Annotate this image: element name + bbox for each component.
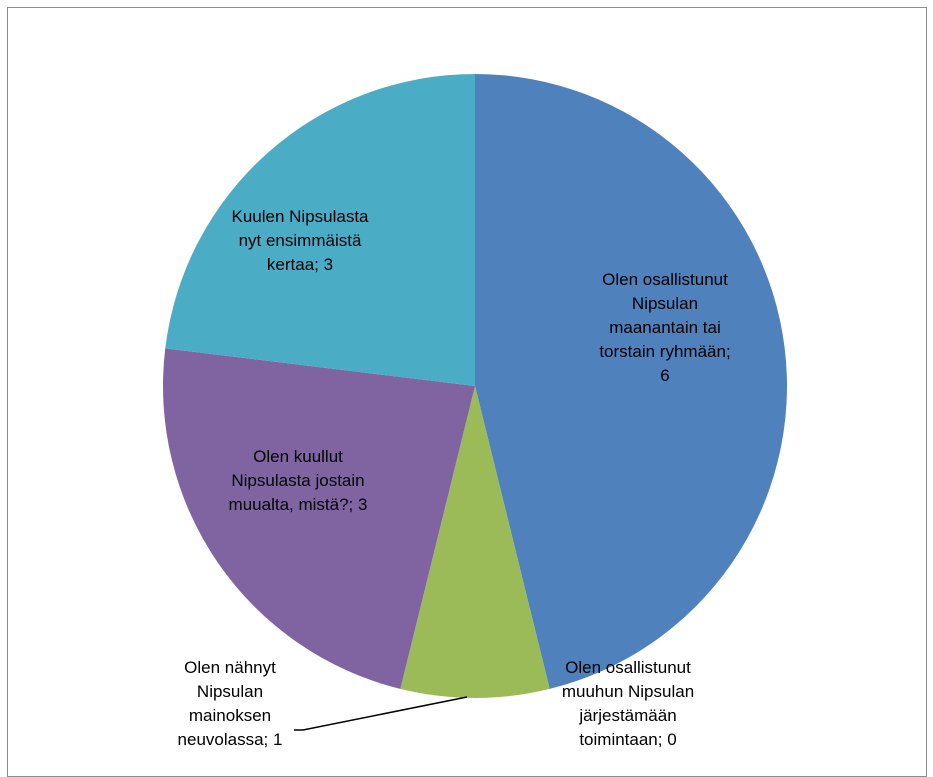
data-label-line: maanantain tai: [609, 318, 721, 337]
data-label-slice-2: Olen nähnyt Nipsulan mainoksen neuvolassa; …: [178, 658, 283, 749]
data-label-line: Nipsulan: [197, 682, 263, 701]
pie-slice-3: [162, 348, 476, 689]
data-label-line: Nipsulan: [632, 294, 698, 313]
data-label-line: järjestämään: [578, 706, 676, 725]
data-label-line: Olen osallistunut: [565, 658, 691, 677]
data-label-slice-1: Olen osallistunut muuhun Nipsulan järjestä…: [562, 658, 694, 749]
data-label-line: torstain ryhmään;: [599, 342, 730, 361]
data-label-line: mainoksen: [189, 706, 271, 725]
pie-slice-2: [400, 386, 550, 698]
data-label-slice-3: Olen kuullut Nipsulasta jostain muualta, m…: [229, 447, 368, 514]
data-label-line: Nipsulasta jostain: [231, 471, 364, 490]
data-label-slice-4: Kuulen Nipsulasta nyt ensimmäistä kertaa; …: [231, 207, 369, 274]
data-label-line: muuhun Nipsulan: [562, 682, 694, 701]
data-label-line: neuvolassa; 1: [178, 730, 283, 749]
data-label-slice-0: Olen osallistunut Nipsulan maanantain tai t…: [599, 270, 730, 385]
data-label-line: 6: [660, 366, 669, 385]
data-label-line: Olen kuullut: [253, 447, 343, 466]
pie-slice-4: [165, 74, 475, 386]
leader-line-slice-2: [294, 696, 468, 731]
data-label-line: muualta, mistä?; 3: [229, 495, 368, 514]
pie-slices: [162, 74, 787, 698]
data-label-line: kertaa; 3: [267, 255, 333, 274]
data-label-line: Olen osallistunut: [602, 270, 728, 289]
data-label-line: toimintaan; 0: [579, 730, 676, 749]
data-label-line: nyt ensimmäistä: [239, 231, 362, 250]
data-label-line: Kuulen Nipsulasta: [231, 207, 369, 226]
leader-lines: [294, 696, 468, 731]
pie-slice-0: [475, 74, 787, 689]
data-labels: Olen osallistunut Nipsulan maanantain tai t…: [178, 207, 731, 749]
data-label-line: Olen nähnyt: [184, 658, 276, 677]
